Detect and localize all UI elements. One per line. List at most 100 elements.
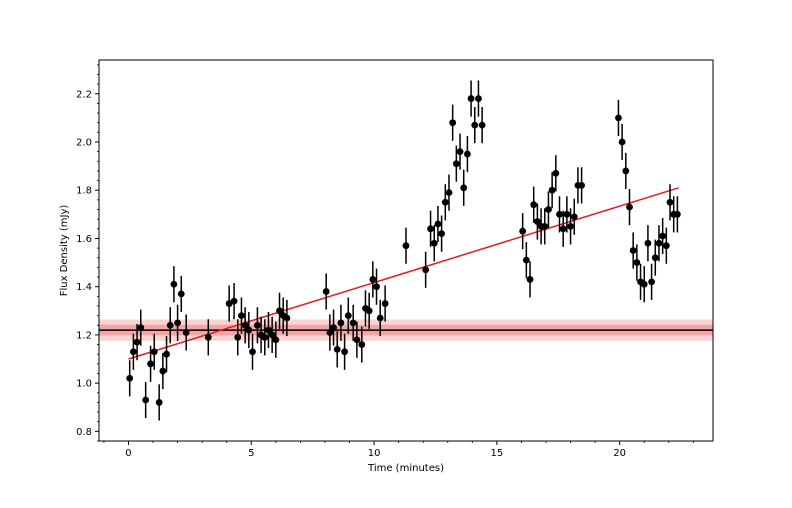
data-point <box>427 225 434 233</box>
y-tick-label: 0.8 <box>76 427 92 438</box>
data-point <box>245 326 253 334</box>
y-tick-label: 1.8 <box>76 186 92 197</box>
data-point <box>322 288 330 295</box>
data-point <box>402 242 410 250</box>
data-point <box>662 242 670 250</box>
data-point <box>204 333 212 341</box>
linear-fit-line <box>128 187 679 360</box>
data-point <box>369 276 377 283</box>
data-points <box>126 80 681 421</box>
data-point <box>241 321 249 329</box>
data-point <box>633 259 641 266</box>
data-point <box>129 348 137 356</box>
data-point <box>626 203 633 211</box>
data-point <box>272 336 280 344</box>
data-point <box>333 345 341 353</box>
data-point <box>344 312 352 320</box>
data-point <box>373 283 380 291</box>
data-point <box>618 138 626 146</box>
data-point <box>449 119 457 127</box>
y-tick-label: 1.2 <box>76 330 92 341</box>
data-point <box>475 95 482 102</box>
data-point <box>422 266 430 274</box>
y-axis-label: Flux Density (mJy) <box>59 205 70 297</box>
data-point <box>578 181 586 189</box>
data-point <box>441 198 449 206</box>
data-point <box>563 210 571 218</box>
data-point <box>265 326 272 334</box>
data-point <box>622 167 630 175</box>
data-point <box>177 290 185 298</box>
data-point <box>666 198 674 206</box>
data-point <box>430 239 438 247</box>
data-point <box>659 232 667 240</box>
data-point <box>182 329 190 336</box>
data-point <box>234 333 242 341</box>
y-tick-label: 2.0 <box>76 137 92 148</box>
data-point <box>358 341 366 348</box>
x-tick-label: 10 <box>368 448 381 459</box>
data-point <box>522 256 530 264</box>
data-point <box>570 213 578 221</box>
data-point <box>530 201 538 209</box>
data-point <box>552 169 560 177</box>
data-point <box>159 367 167 375</box>
data-point <box>452 160 460 168</box>
data-point <box>526 276 534 283</box>
y-tick-label: 1.4 <box>76 282 92 293</box>
axis-ticks: 0 5 10 15 20 0.8 1.0 1.2 1.4 1.6 1.8 2.0 2.2 <box>76 64 694 459</box>
data-point <box>456 148 464 156</box>
data-point <box>268 331 276 339</box>
data-point <box>548 186 556 194</box>
y-tick-label: 1.0 <box>76 379 92 390</box>
data-point <box>166 321 174 329</box>
data-point <box>567 222 574 230</box>
data-point <box>254 321 261 329</box>
x-axis-label: Time (minutes) <box>367 463 444 474</box>
data-point <box>142 396 150 404</box>
data-point <box>341 348 348 356</box>
data-point <box>283 314 291 322</box>
data-point <box>434 220 442 228</box>
data-point <box>464 150 471 158</box>
data-point <box>655 239 663 247</box>
y-tick-label: 2.2 <box>76 89 92 100</box>
data-point <box>353 336 361 344</box>
fit-lines <box>99 187 713 360</box>
data-point <box>163 350 170 358</box>
data-point <box>519 227 527 235</box>
data-point <box>460 184 468 192</box>
data-point <box>174 319 181 327</box>
data-point <box>438 230 446 238</box>
data-point <box>541 222 549 230</box>
data-point <box>376 314 384 322</box>
data-point <box>155 399 163 406</box>
data-point <box>648 278 655 286</box>
data-point <box>133 338 141 346</box>
data-point <box>673 210 681 218</box>
data-point <box>230 297 238 305</box>
data-point <box>126 374 134 382</box>
data-point <box>545 206 552 213</box>
data-point <box>238 312 245 320</box>
data-point <box>651 254 659 262</box>
data-point <box>629 247 637 254</box>
data-point <box>137 324 145 332</box>
data-point <box>644 239 652 247</box>
data-point <box>556 210 563 218</box>
data-point <box>147 360 154 368</box>
data-point <box>559 225 567 233</box>
data-point <box>150 348 158 356</box>
x-tick-label: 5 <box>248 448 254 459</box>
data-point <box>261 333 269 341</box>
data-point <box>445 189 453 197</box>
data-point <box>381 300 389 307</box>
plot-frame <box>98 59 714 442</box>
data-point <box>330 324 337 332</box>
x-tick-label: 20 <box>613 448 626 459</box>
x-tick-label: 15 <box>491 448 504 459</box>
data-point <box>478 121 486 129</box>
data-point <box>326 329 334 336</box>
data-point <box>471 121 479 129</box>
